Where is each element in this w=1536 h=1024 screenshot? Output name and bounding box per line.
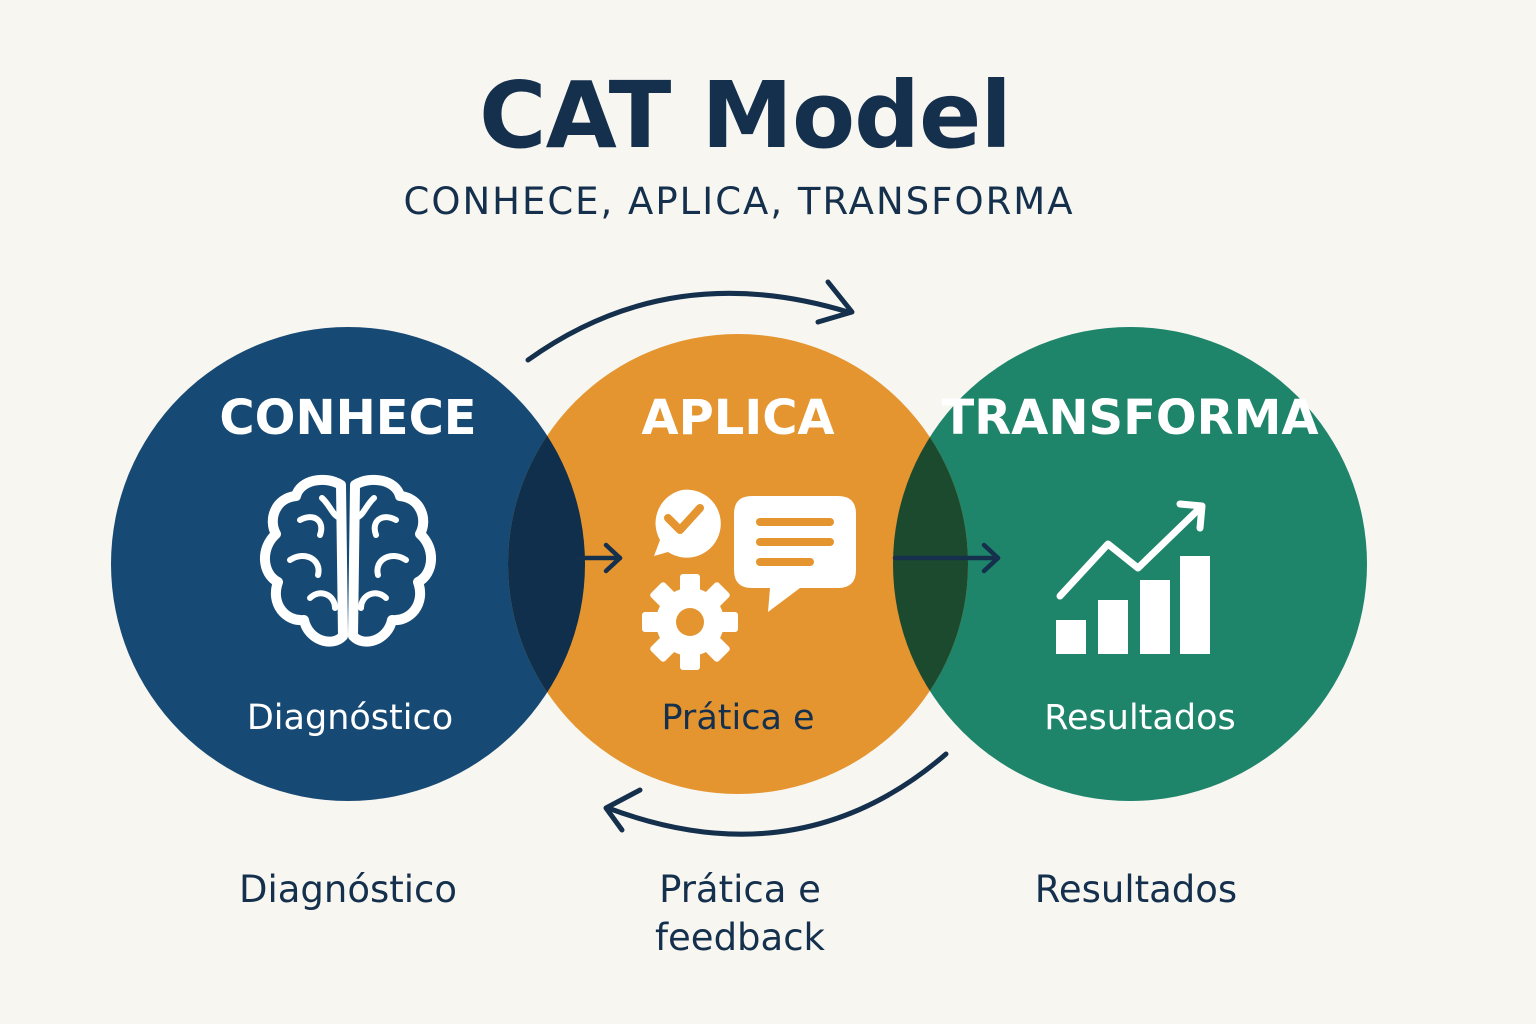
conhece-caption: Diagnóstico: [168, 866, 528, 914]
growth-chart-icon: [1056, 500, 1210, 654]
arrow-conhece-to-aplica: [575, 542, 623, 574]
aplica-heading: APLICA: [641, 390, 835, 446]
caption-line: feedback: [655, 916, 825, 959]
chat-bubble-icon: [734, 496, 856, 612]
aplica-caption: Prática e feedback: [560, 866, 920, 962]
conhece-heading: CONHECE: [219, 390, 477, 446]
check-bubble-icon: [654, 489, 721, 558]
arrow-aplica-to-transforma: [892, 542, 1001, 574]
transforma-caption: Resultados: [956, 866, 1316, 914]
caption-line: Diagnóstico: [238, 868, 458, 911]
diagram-subtitle: CONHECE, APLICA, TRANSFORMA: [403, 180, 1075, 223]
gear-icon: [642, 574, 738, 670]
conhece-circle: [111, 327, 585, 801]
bottom-cycle-arrow: [603, 751, 949, 837]
conhece-inner-label: Diagnóstico: [246, 698, 454, 738]
diagram-title: CAT Model: [479, 62, 1012, 169]
aplica-inner-label: Prática e: [661, 698, 815, 738]
top-cycle-arrow: [525, 279, 855, 363]
caption-line: Resultados: [1034, 868, 1238, 911]
caption-line: Prática e: [659, 868, 821, 911]
transforma-inner-label: Resultados: [1044, 698, 1236, 738]
transforma-heading: TRANSFORMA: [941, 390, 1319, 446]
brain-icon: [259, 474, 437, 647]
